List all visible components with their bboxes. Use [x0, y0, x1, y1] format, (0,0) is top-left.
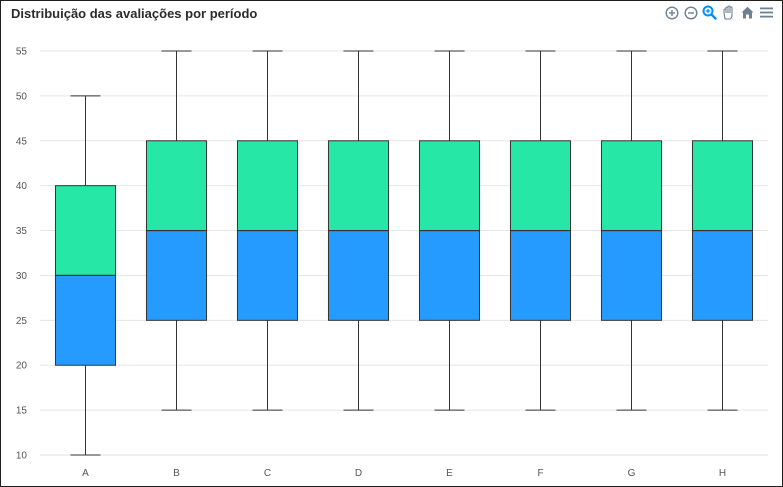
box-upper [327, 140, 390, 232]
y-tick-label: 20 [16, 361, 28, 372]
x-tick-label: F [537, 468, 543, 479]
chart-title: Distribuição das avaliações por período [11, 6, 258, 21]
x-tick-label: C [264, 468, 271, 479]
box-lower [509, 230, 572, 321]
box-upper [54, 185, 117, 276]
y-tick-label: 25 [16, 316, 28, 327]
y-tick-label: 10 [16, 451, 28, 462]
box-upper [691, 140, 754, 232]
zoom-in-icon[interactable] [664, 5, 679, 20]
box-upper [418, 140, 481, 232]
y-tick-label: 30 [16, 271, 28, 282]
y-tick-label: 40 [16, 181, 28, 192]
box-lower [418, 230, 481, 321]
home-icon[interactable] [740, 5, 755, 20]
x-tick-label: D [355, 468, 362, 479]
y-tick-label: 15 [16, 406, 28, 417]
x-tick-label: H [719, 468, 726, 479]
box-lower [145, 230, 208, 321]
box-upper [236, 140, 299, 232]
chart-toolbar [664, 5, 774, 20]
y-tick-label: 35 [16, 226, 28, 237]
y-tick-label: 45 [16, 136, 28, 147]
y-tick-label: 50 [16, 91, 28, 102]
menu-icon[interactable] [759, 5, 774, 20]
zoom-out-icon[interactable] [683, 5, 698, 20]
box-lower [327, 230, 390, 321]
selection-zoom-icon[interactable] [702, 5, 717, 20]
x-tick-label: G [628, 468, 636, 479]
box-lower [600, 230, 663, 321]
box-upper [509, 140, 572, 232]
box-upper [600, 140, 663, 232]
x-tick-label: B [173, 468, 180, 479]
y-tick-label: 55 [16, 47, 28, 58]
box-upper [145, 140, 208, 232]
box-lower [236, 230, 299, 321]
box-lower [54, 274, 117, 366]
box-lower [691, 230, 754, 321]
x-tick-label: E [446, 468, 453, 479]
pan-icon[interactable] [721, 5, 736, 20]
x-tick-label: A [82, 468, 89, 479]
